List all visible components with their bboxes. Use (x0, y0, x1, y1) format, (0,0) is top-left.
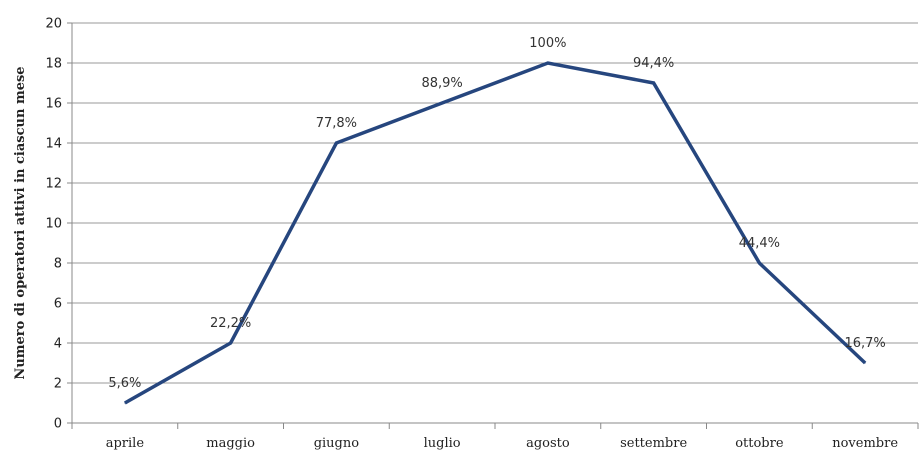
data-point (230, 342, 232, 344)
data-labels: 5,6% 22,2% 77,8% 88,9% 100% 94,4% 44,4% 16,7% (108, 36, 885, 391)
x-tick-label: aprile (106, 436, 145, 451)
y-axis-title: Numero di operatori attivi in ciascun me… (13, 66, 28, 379)
y-tick-label: 10 (45, 217, 62, 232)
y-tick-label: 12 (45, 177, 62, 192)
data-point (441, 102, 443, 104)
data-point (653, 82, 655, 84)
x-tick-labels: aprile maggio giugno luglio agosto settembre o… (106, 436, 899, 451)
y-tick-label: 6 (54, 297, 62, 312)
y-tick-label: 18 (45, 57, 62, 72)
x-tick-label: novembre (832, 436, 898, 451)
gridlines (72, 22, 918, 384)
data-label: 94,4% (633, 56, 674, 71)
data-point (864, 362, 866, 364)
data-label: 5,6% (108, 376, 141, 391)
y-tick-label: 14 (45, 137, 62, 152)
axes (67, 22, 919, 429)
x-tick-label: ottobre (735, 436, 784, 451)
y-tick-label: 0 (54, 417, 62, 432)
y-tick-label: 16 (45, 97, 62, 112)
data-point (124, 402, 126, 404)
x-tick-label: agosto (526, 436, 570, 451)
data-label: 88,9% (421, 76, 462, 91)
data-point (547, 62, 549, 64)
y-tick-label: 4 (54, 337, 62, 352)
y-tick-label: 8 (54, 257, 62, 272)
data-label: 100% (529, 36, 566, 51)
data-point (335, 142, 337, 144)
data-label: 77,8% (316, 116, 357, 131)
x-tick-label: maggio (206, 436, 255, 451)
data-point (758, 262, 760, 264)
y-tick-label: 20 (45, 17, 62, 32)
data-label: 22,2% (210, 316, 251, 331)
data-label: 16,7% (844, 336, 885, 351)
series-line (124, 61, 867, 405)
y-tick-label: 2 (54, 377, 62, 392)
x-tick-label: luglio (424, 436, 461, 451)
series-line-path (124, 61, 867, 405)
data-label: 44,4% (739, 236, 780, 251)
x-tick-label: settembre (620, 436, 687, 451)
x-tick-label: giugno (314, 436, 360, 451)
y-tick-labels: 0 2 4 6 8 10 12 14 16 18 20 (45, 17, 62, 432)
